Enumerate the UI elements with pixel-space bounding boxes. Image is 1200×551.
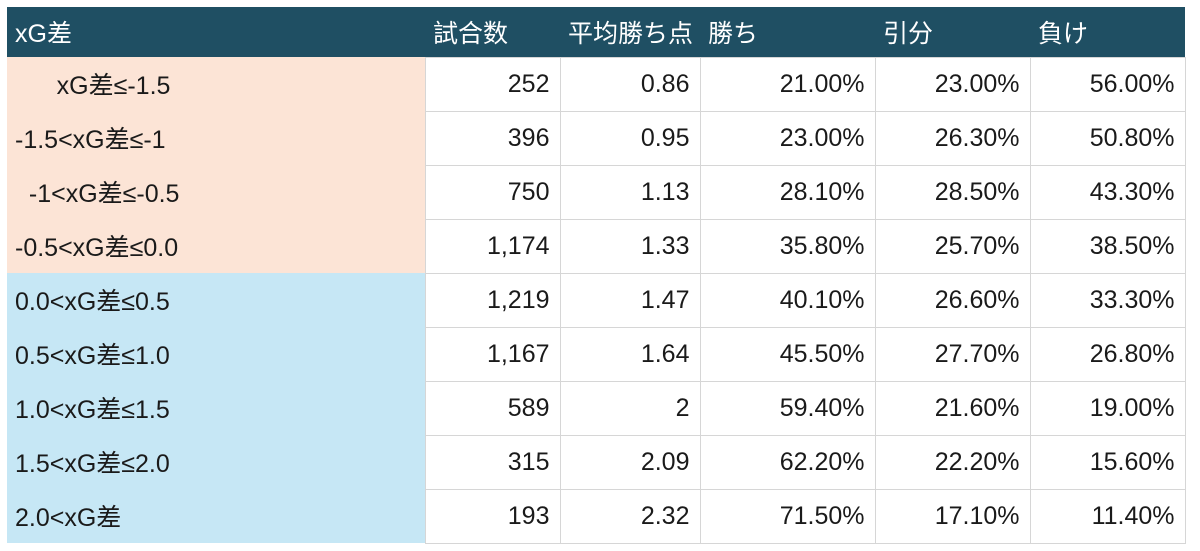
table-row: 0.0<xG差≤0.5 1,219 1.47 40.10% 26.60% 33.… [7, 272, 1186, 328]
row-label: 1.0<xG差≤1.5 [7, 381, 425, 435]
table-row: 1.0<xG差≤1.5 589 2 59.40% 21.60% 19.00% [7, 380, 1186, 436]
table-row: -0.5<xG差≤0.0 1,174 1.33 35.80% 25.70% 38… [7, 218, 1186, 274]
cell-loss: 56.00% [1029, 56, 1186, 112]
cell-matches: 1,167 [424, 326, 561, 382]
cell-draw: 17.10% [874, 488, 1031, 544]
cell-avg: 1.33 [559, 218, 701, 274]
cell-win: 59.40% [699, 380, 876, 436]
cell-draw: 28.50% [874, 164, 1031, 220]
cell-matches: 315 [424, 434, 561, 490]
cell-avg: 2 [559, 380, 701, 436]
cell-avg: 0.86 [559, 56, 701, 112]
cell-draw: 21.60% [874, 380, 1031, 436]
table-row: 0.5<xG差≤1.0 1,167 1.64 45.50% 27.70% 26.… [7, 326, 1186, 382]
col-header-draw: 引分 [875, 7, 1030, 57]
col-header-avg-points: 平均勝ち点 [560, 7, 700, 57]
cell-matches: 1,174 [424, 218, 561, 274]
cell-win: 21.00% [699, 56, 876, 112]
col-header-win: 勝ち [700, 7, 875, 57]
cell-avg: 0.95 [559, 110, 701, 166]
cell-draw: 26.30% [874, 110, 1031, 166]
cell-win: 45.50% [699, 326, 876, 382]
cell-loss: 50.80% [1029, 110, 1186, 166]
cell-avg: 1.47 [559, 272, 701, 328]
cell-matches: 396 [424, 110, 561, 166]
cell-avg: 1.64 [559, 326, 701, 382]
table-row: 2.0<xG差 193 2.32 71.50% 17.10% 11.40% [7, 488, 1186, 544]
cell-loss: 19.00% [1029, 380, 1186, 436]
cell-draw: 27.70% [874, 326, 1031, 382]
cell-loss: 43.30% [1029, 164, 1186, 220]
cell-loss: 26.80% [1029, 326, 1186, 382]
cell-draw: 26.60% [874, 272, 1031, 328]
row-label: -1<xG差≤-0.5 [7, 165, 425, 219]
cell-loss: 15.60% [1029, 434, 1186, 490]
table-row: xG差≤-1.5 252 0.86 21.00% 23.00% 56.00% [7, 56, 1186, 112]
cell-avg: 2.32 [559, 488, 701, 544]
row-label: 0.5<xG差≤1.0 [7, 327, 425, 381]
cell-win: 40.10% [699, 272, 876, 328]
table-row: -1.5<xG差≤-1 396 0.95 23.00% 26.30% 50.80… [7, 110, 1186, 166]
row-label: 1.5<xG差≤2.0 [7, 435, 425, 489]
row-label: 0.0<xG差≤0.5 [7, 273, 425, 327]
col-header-xg-diff: xG差 [7, 7, 425, 57]
cell-avg: 1.13 [559, 164, 701, 220]
cell-matches: 252 [424, 56, 561, 112]
cell-matches: 750 [424, 164, 561, 220]
col-header-loss: 負け [1030, 7, 1185, 57]
cell-draw: 25.70% [874, 218, 1031, 274]
cell-matches: 1,219 [424, 272, 561, 328]
table-row: -1<xG差≤-0.5 750 1.13 28.10% 28.50% 43.30… [7, 164, 1186, 220]
row-label: -0.5<xG差≤0.0 [7, 219, 425, 273]
cell-win: 35.80% [699, 218, 876, 274]
table-row: 1.5<xG差≤2.0 315 2.09 62.20% 22.20% 15.60… [7, 434, 1186, 490]
cell-avg: 2.09 [559, 434, 701, 490]
cell-win: 62.20% [699, 434, 876, 490]
cell-loss: 38.50% [1029, 218, 1186, 274]
cell-win: 71.50% [699, 488, 876, 544]
cell-win: 28.10% [699, 164, 876, 220]
row-label: xG差≤-1.5 [7, 57, 425, 111]
row-label: 2.0<xG差 [7, 489, 425, 543]
xg-points-table: xG差 試合数 平均勝ち点 勝ち 引分 負け xG差≤-1.5 252 0.86… [7, 7, 1186, 544]
cell-loss: 33.30% [1029, 272, 1186, 328]
cell-draw: 22.20% [874, 434, 1031, 490]
header-row: xG差 試合数 平均勝ち点 勝ち 引分 負け [7, 7, 1185, 57]
col-header-matches: 試合数 [425, 7, 560, 57]
cell-matches: 589 [424, 380, 561, 436]
row-label: -1.5<xG差≤-1 [7, 111, 425, 165]
cell-draw: 23.00% [874, 56, 1031, 112]
cell-matches: 193 [424, 488, 561, 544]
cell-loss: 11.40% [1029, 488, 1186, 544]
cell-win: 23.00% [699, 110, 876, 166]
